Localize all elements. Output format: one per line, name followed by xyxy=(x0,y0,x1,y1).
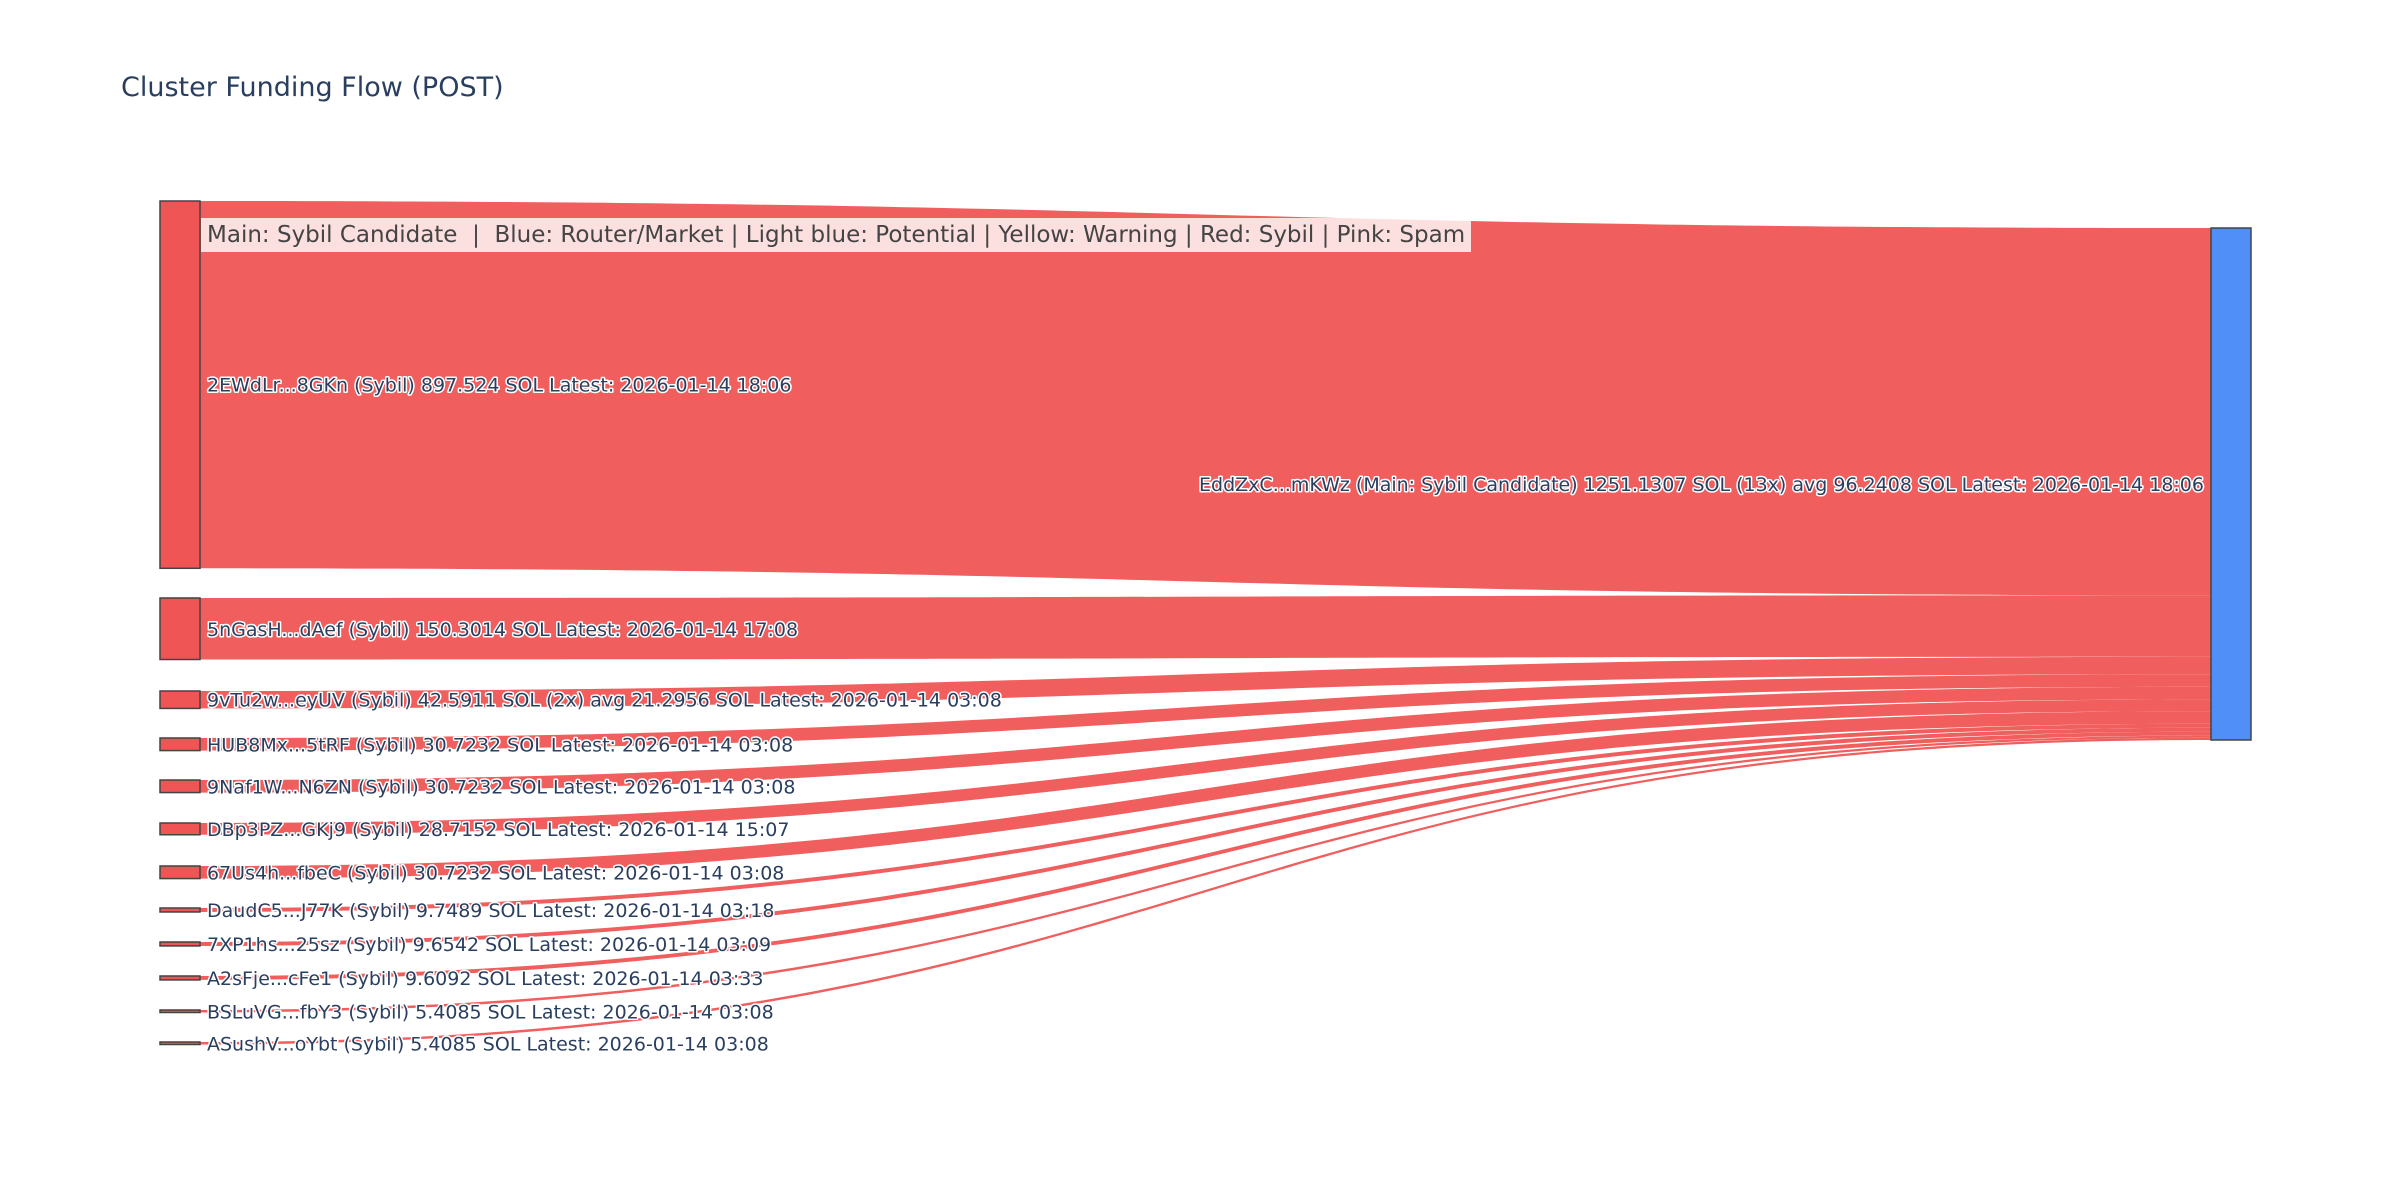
source-node-label: DBp3PZ...GKj9 (Sybil) 28.7152 SOL Latest… xyxy=(207,819,789,841)
target-node-label: EddZxC...mKWz (Main: Sybil Candidate) 12… xyxy=(1199,474,2204,496)
source-node-label: HUB8Mx...5tRF (Sybil) 30.7232 SOL Latest… xyxy=(207,734,793,756)
flow-link[interactable] xyxy=(200,656,2211,709)
labels-layer: 2EWdLr...8GKn (Sybil) 897.524 SOL Latest… xyxy=(206,373,2206,1057)
source-node[interactable] xyxy=(159,200,201,570)
source-node-label: A2sFje...cFe1 (Sybil) 9.6092 SOL Latest:… xyxy=(207,968,763,990)
source-node[interactable] xyxy=(159,690,201,710)
source-node[interactable] xyxy=(159,975,201,981)
source-node[interactable] xyxy=(159,1041,201,1046)
source-node-label: 9vTu2w...eyUV (Sybil) 42.5911 SOL (2x) a… xyxy=(207,690,1002,712)
flow-link[interactable] xyxy=(200,735,2211,1013)
nodes-layer xyxy=(159,200,2252,1046)
flow-link[interactable] xyxy=(200,699,2211,835)
source-node-label: DaudC5...J77K (Sybil) 9.7489 SOL Latest:… xyxy=(207,900,774,922)
source-node-label: 9Naf1W...N6ZN (Sybil) 30.7232 SOL Latest… xyxy=(207,776,795,798)
source-node[interactable] xyxy=(159,1009,201,1014)
links-layer xyxy=(200,201,2211,1045)
source-node[interactable] xyxy=(159,865,201,880)
flow-link[interactable] xyxy=(200,737,2211,1045)
chart-title: Cluster Funding Flow (POST) xyxy=(121,72,504,103)
source-node-label: 67Us4h...fbeC (Sybil) 30.7232 SOL Latest… xyxy=(207,862,784,884)
source-node-label: 5nGasH...dAef (Sybil) 150.3014 SOL Lates… xyxy=(207,619,798,641)
flow-link[interactable] xyxy=(200,686,2211,793)
source-node-label: ASushV...oYbt (Sybil) 5.4085 SOL Latest:… xyxy=(207,1033,769,1055)
target-node[interactable] xyxy=(2210,227,2252,741)
source-node-label: 7XP1hs...25sz (Sybil) 9.6542 SOL Latest:… xyxy=(207,934,771,956)
source-node[interactable] xyxy=(159,737,201,752)
flow-link[interactable] xyxy=(200,711,2211,879)
flow-link[interactable] xyxy=(200,595,2211,660)
legend-annotation: Main: Sybil Candidate | Blue: Router/Mar… xyxy=(201,218,1472,252)
source-node[interactable] xyxy=(159,907,201,913)
flow-link[interactable] xyxy=(200,727,2211,946)
source-node[interactable] xyxy=(159,822,201,836)
source-node[interactable] xyxy=(159,779,201,794)
source-node[interactable] xyxy=(159,941,201,947)
source-node[interactable] xyxy=(159,597,201,661)
flow-link[interactable] xyxy=(200,201,2211,596)
flow-link[interactable] xyxy=(200,674,2211,751)
source-node-label: 2EWdLr...8GKn (Sybil) 897.524 SOL Latest… xyxy=(207,375,791,397)
flow-link[interactable] xyxy=(200,723,2211,912)
source-node-label: BSLuVG...fbY3 (Sybil) 5.4085 SOL Latest:… xyxy=(207,1001,774,1023)
flow-link[interactable] xyxy=(200,731,2211,980)
